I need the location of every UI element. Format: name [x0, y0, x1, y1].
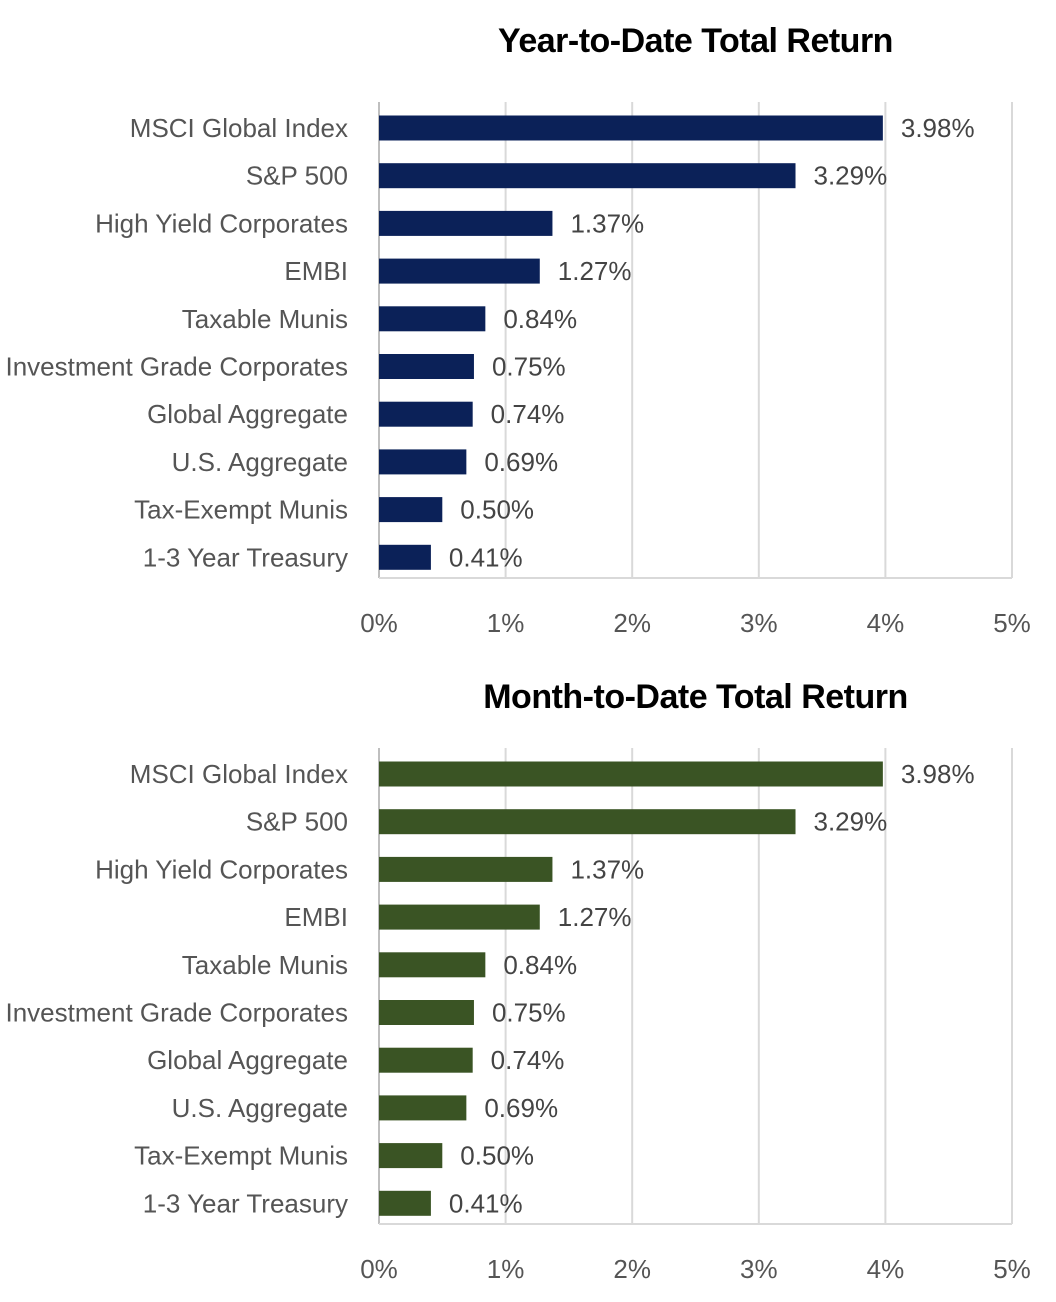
category-label: Taxable Munis — [182, 304, 348, 334]
category-label: Investment Grade Corporates — [6, 998, 349, 1028]
category-label: High Yield Corporates — [95, 854, 348, 884]
chart-title: Month-to-Date Total Return — [483, 678, 908, 716]
x-tick-label: 5% — [993, 608, 1031, 638]
category-label: Tax-Exempt Munis — [134, 495, 348, 525]
category-label: Tax-Exempt Munis — [134, 1141, 348, 1171]
data-label: 0.41% — [449, 542, 523, 572]
data-label: 1.37% — [570, 208, 644, 238]
bar — [379, 1000, 474, 1025]
bar — [379, 904, 540, 930]
bar — [379, 354, 474, 379]
bar — [379, 115, 883, 141]
x-tick-label: 2% — [613, 1254, 651, 1284]
data-label: 3.98% — [901, 113, 975, 143]
x-tick-label: 3% — [740, 1254, 778, 1284]
data-label: 0.74% — [491, 399, 565, 429]
category-label: High Yield Corporates — [95, 208, 348, 238]
bar — [379, 497, 443, 523]
data-label: 0.50% — [460, 495, 534, 525]
data-label: 0.41% — [449, 1188, 523, 1218]
bar — [379, 544, 431, 570]
bar — [379, 163, 796, 189]
data-label: 0.84% — [503, 304, 577, 334]
bar — [379, 761, 883, 787]
category-label: S&P 500 — [246, 807, 348, 837]
bar — [379, 809, 796, 835]
x-tick-label: 2% — [613, 608, 651, 638]
x-tick-label: 5% — [993, 1254, 1031, 1284]
category-label: EMBI — [284, 256, 348, 286]
category-label: Taxable Munis — [182, 950, 348, 980]
x-tick-label: 4% — [867, 608, 905, 638]
bar — [379, 1047, 473, 1073]
category-label: S&P 500 — [246, 161, 348, 191]
category-label: MSCI Global Index — [130, 759, 348, 789]
data-label: 0.69% — [484, 447, 558, 477]
bar — [379, 449, 467, 475]
x-tick-label: 4% — [867, 1254, 905, 1284]
data-label: 1.27% — [558, 902, 632, 932]
x-tick-label: 1% — [487, 1254, 525, 1284]
data-label: 0.75% — [492, 352, 566, 382]
category-label: MSCI Global Index — [130, 113, 348, 143]
category-label: Investment Grade Corporates — [6, 352, 349, 382]
bar — [379, 952, 486, 978]
data-label: 0.74% — [491, 1045, 565, 1075]
ytd-chart-plot: 0% 1% 2% 3% 4% 5% MSCI Global Index 3.98% S&P 50… — [6, 102, 1031, 638]
x-tick-label: 1% — [487, 608, 525, 638]
bar — [379, 856, 553, 882]
chart-title: Year-to-Date Total Return — [498, 22, 893, 60]
data-label: 0.84% — [503, 950, 577, 980]
data-label: 1.37% — [570, 854, 644, 884]
bar — [379, 210, 553, 236]
data-label: 3.98% — [901, 759, 975, 789]
bar — [379, 1143, 443, 1169]
bar — [379, 258, 540, 284]
data-label: 1.27% — [558, 256, 632, 286]
x-tick-label: 3% — [740, 608, 778, 638]
data-label: 0.69% — [484, 1093, 558, 1123]
x-tick-label: 0% — [360, 608, 398, 638]
data-label: 3.29% — [814, 161, 888, 191]
category-label: U.S. Aggregate — [172, 447, 348, 477]
data-label: 3.29% — [814, 807, 888, 837]
category-label: EMBI — [284, 902, 348, 932]
category-label: U.S. Aggregate — [172, 1093, 348, 1123]
bar — [379, 306, 486, 332]
category-label: 1-3 Year Treasury — [143, 542, 348, 572]
category-label: Global Aggregate — [147, 399, 348, 429]
category-label: 1-3 Year Treasury — [143, 1188, 348, 1218]
x-tick-label: 0% — [360, 1254, 398, 1284]
bar — [379, 401, 473, 427]
data-label: 0.75% — [492, 998, 566, 1028]
category-label: Global Aggregate — [147, 1045, 348, 1075]
bar — [379, 1095, 467, 1121]
bar — [379, 1190, 431, 1216]
data-label: 0.50% — [460, 1141, 534, 1171]
mtd-chart-plot: 0% 1% 2% 3% 4% 5% MSCI Global Index 3.98% S&P 50… — [6, 748, 1031, 1284]
